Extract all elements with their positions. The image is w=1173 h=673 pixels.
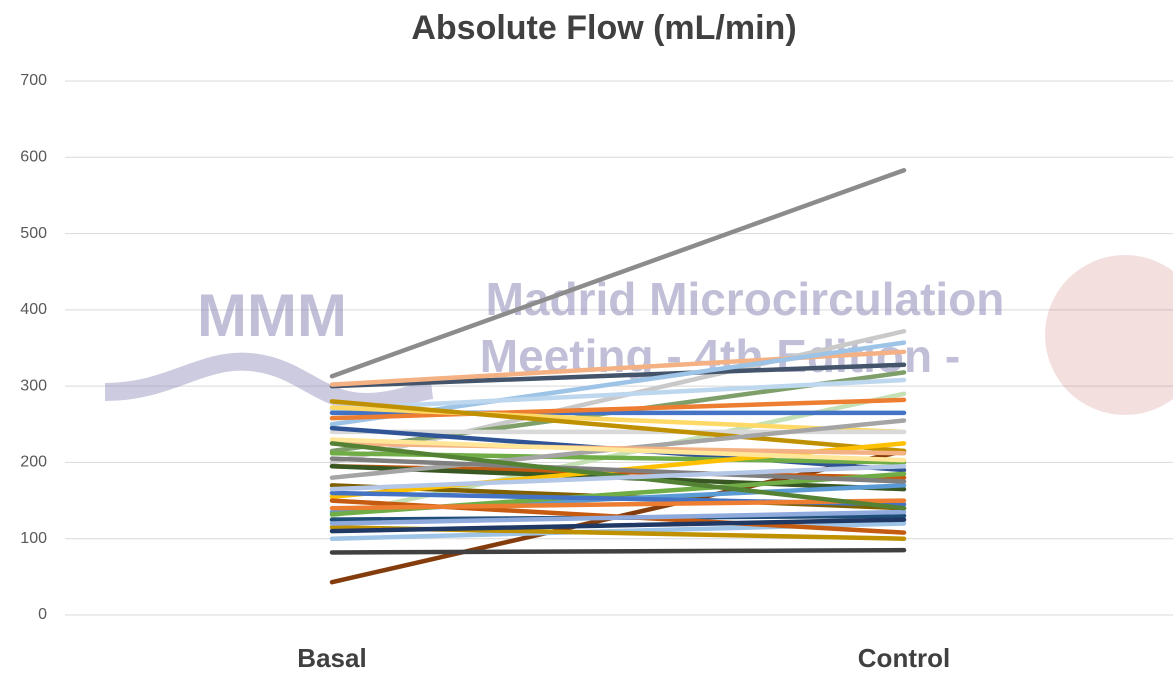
series-line xyxy=(329,399,907,454)
series-line xyxy=(329,463,907,492)
series-line xyxy=(329,509,907,526)
y-tick-label: 500 xyxy=(20,225,47,242)
series-line xyxy=(329,168,907,379)
watermark-text: Madrid Microcirculation xyxy=(486,273,1005,325)
y-tick-label: 600 xyxy=(20,149,47,166)
x-tick-label: Basal xyxy=(297,643,366,673)
watermark-wave xyxy=(104,352,434,412)
series-line xyxy=(329,397,907,421)
watermark-text: MMM xyxy=(197,282,347,349)
series-line xyxy=(329,547,907,555)
series-line xyxy=(329,456,907,484)
series-line xyxy=(329,377,907,412)
watermark-image xyxy=(1045,255,1173,415)
chart-title: Absolute Flow (mL/min) xyxy=(411,9,796,47)
y-tick-label: 200 xyxy=(20,454,47,471)
y-tick-label: 700 xyxy=(20,72,47,89)
y-tick-label: 400 xyxy=(20,301,47,318)
series-line xyxy=(329,498,907,511)
y-tick-label: 0 xyxy=(38,606,47,623)
y-tick-label: 300 xyxy=(20,377,47,394)
y-tick-label: 100 xyxy=(20,530,47,547)
series-line xyxy=(329,328,907,465)
series-line xyxy=(329,437,907,463)
x-tick-label: Control xyxy=(858,643,950,673)
series-line xyxy=(329,362,907,389)
series-line xyxy=(329,517,907,534)
